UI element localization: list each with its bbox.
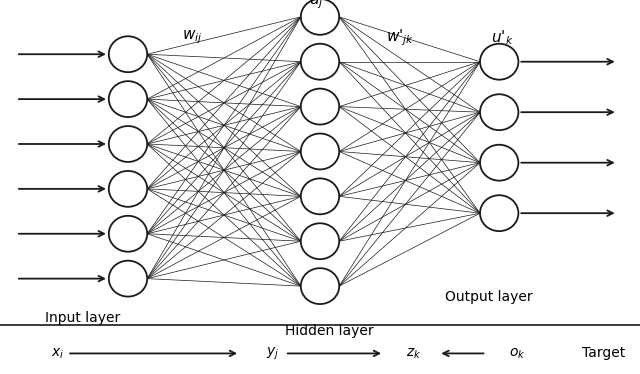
Ellipse shape xyxy=(480,195,518,231)
Text: o$_k$: o$_k$ xyxy=(509,346,525,361)
Ellipse shape xyxy=(109,81,147,117)
Text: z$_k$: z$_k$ xyxy=(406,346,422,361)
Ellipse shape xyxy=(301,223,339,259)
Ellipse shape xyxy=(301,268,339,304)
Ellipse shape xyxy=(301,89,339,125)
Ellipse shape xyxy=(301,134,339,169)
Text: Output layer: Output layer xyxy=(445,290,532,304)
Ellipse shape xyxy=(301,44,339,80)
Ellipse shape xyxy=(301,178,339,214)
Text: u$_j$: u$_j$ xyxy=(309,0,324,11)
Ellipse shape xyxy=(109,261,147,297)
Text: y$_j$: y$_j$ xyxy=(266,345,279,362)
Ellipse shape xyxy=(109,216,147,252)
Ellipse shape xyxy=(109,126,147,162)
Text: w$_{ij}$: w$_{ij}$ xyxy=(182,28,202,46)
Text: Hidden layer: Hidden layer xyxy=(285,324,373,338)
Ellipse shape xyxy=(109,36,147,72)
Text: Target: Target xyxy=(582,346,626,361)
Ellipse shape xyxy=(480,94,518,130)
Text: x$_i$: x$_i$ xyxy=(51,346,65,361)
Text: u'$_k$: u'$_k$ xyxy=(491,28,514,47)
Ellipse shape xyxy=(480,145,518,181)
Ellipse shape xyxy=(480,44,518,80)
Ellipse shape xyxy=(301,0,339,35)
Text: w'$_{jk}$: w'$_{jk}$ xyxy=(386,27,414,48)
Ellipse shape xyxy=(109,171,147,207)
Text: Input layer: Input layer xyxy=(45,311,120,325)
